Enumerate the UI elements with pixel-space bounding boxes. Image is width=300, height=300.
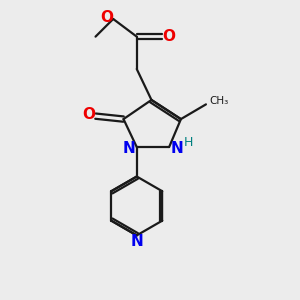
Text: N: N xyxy=(170,141,183,156)
Text: CH₃: CH₃ xyxy=(209,96,229,106)
Text: O: O xyxy=(82,107,95,122)
Text: N: N xyxy=(130,234,143,249)
Text: O: O xyxy=(162,29,175,44)
Text: N: N xyxy=(123,141,136,156)
Text: O: O xyxy=(100,10,113,25)
Text: H: H xyxy=(184,136,193,149)
